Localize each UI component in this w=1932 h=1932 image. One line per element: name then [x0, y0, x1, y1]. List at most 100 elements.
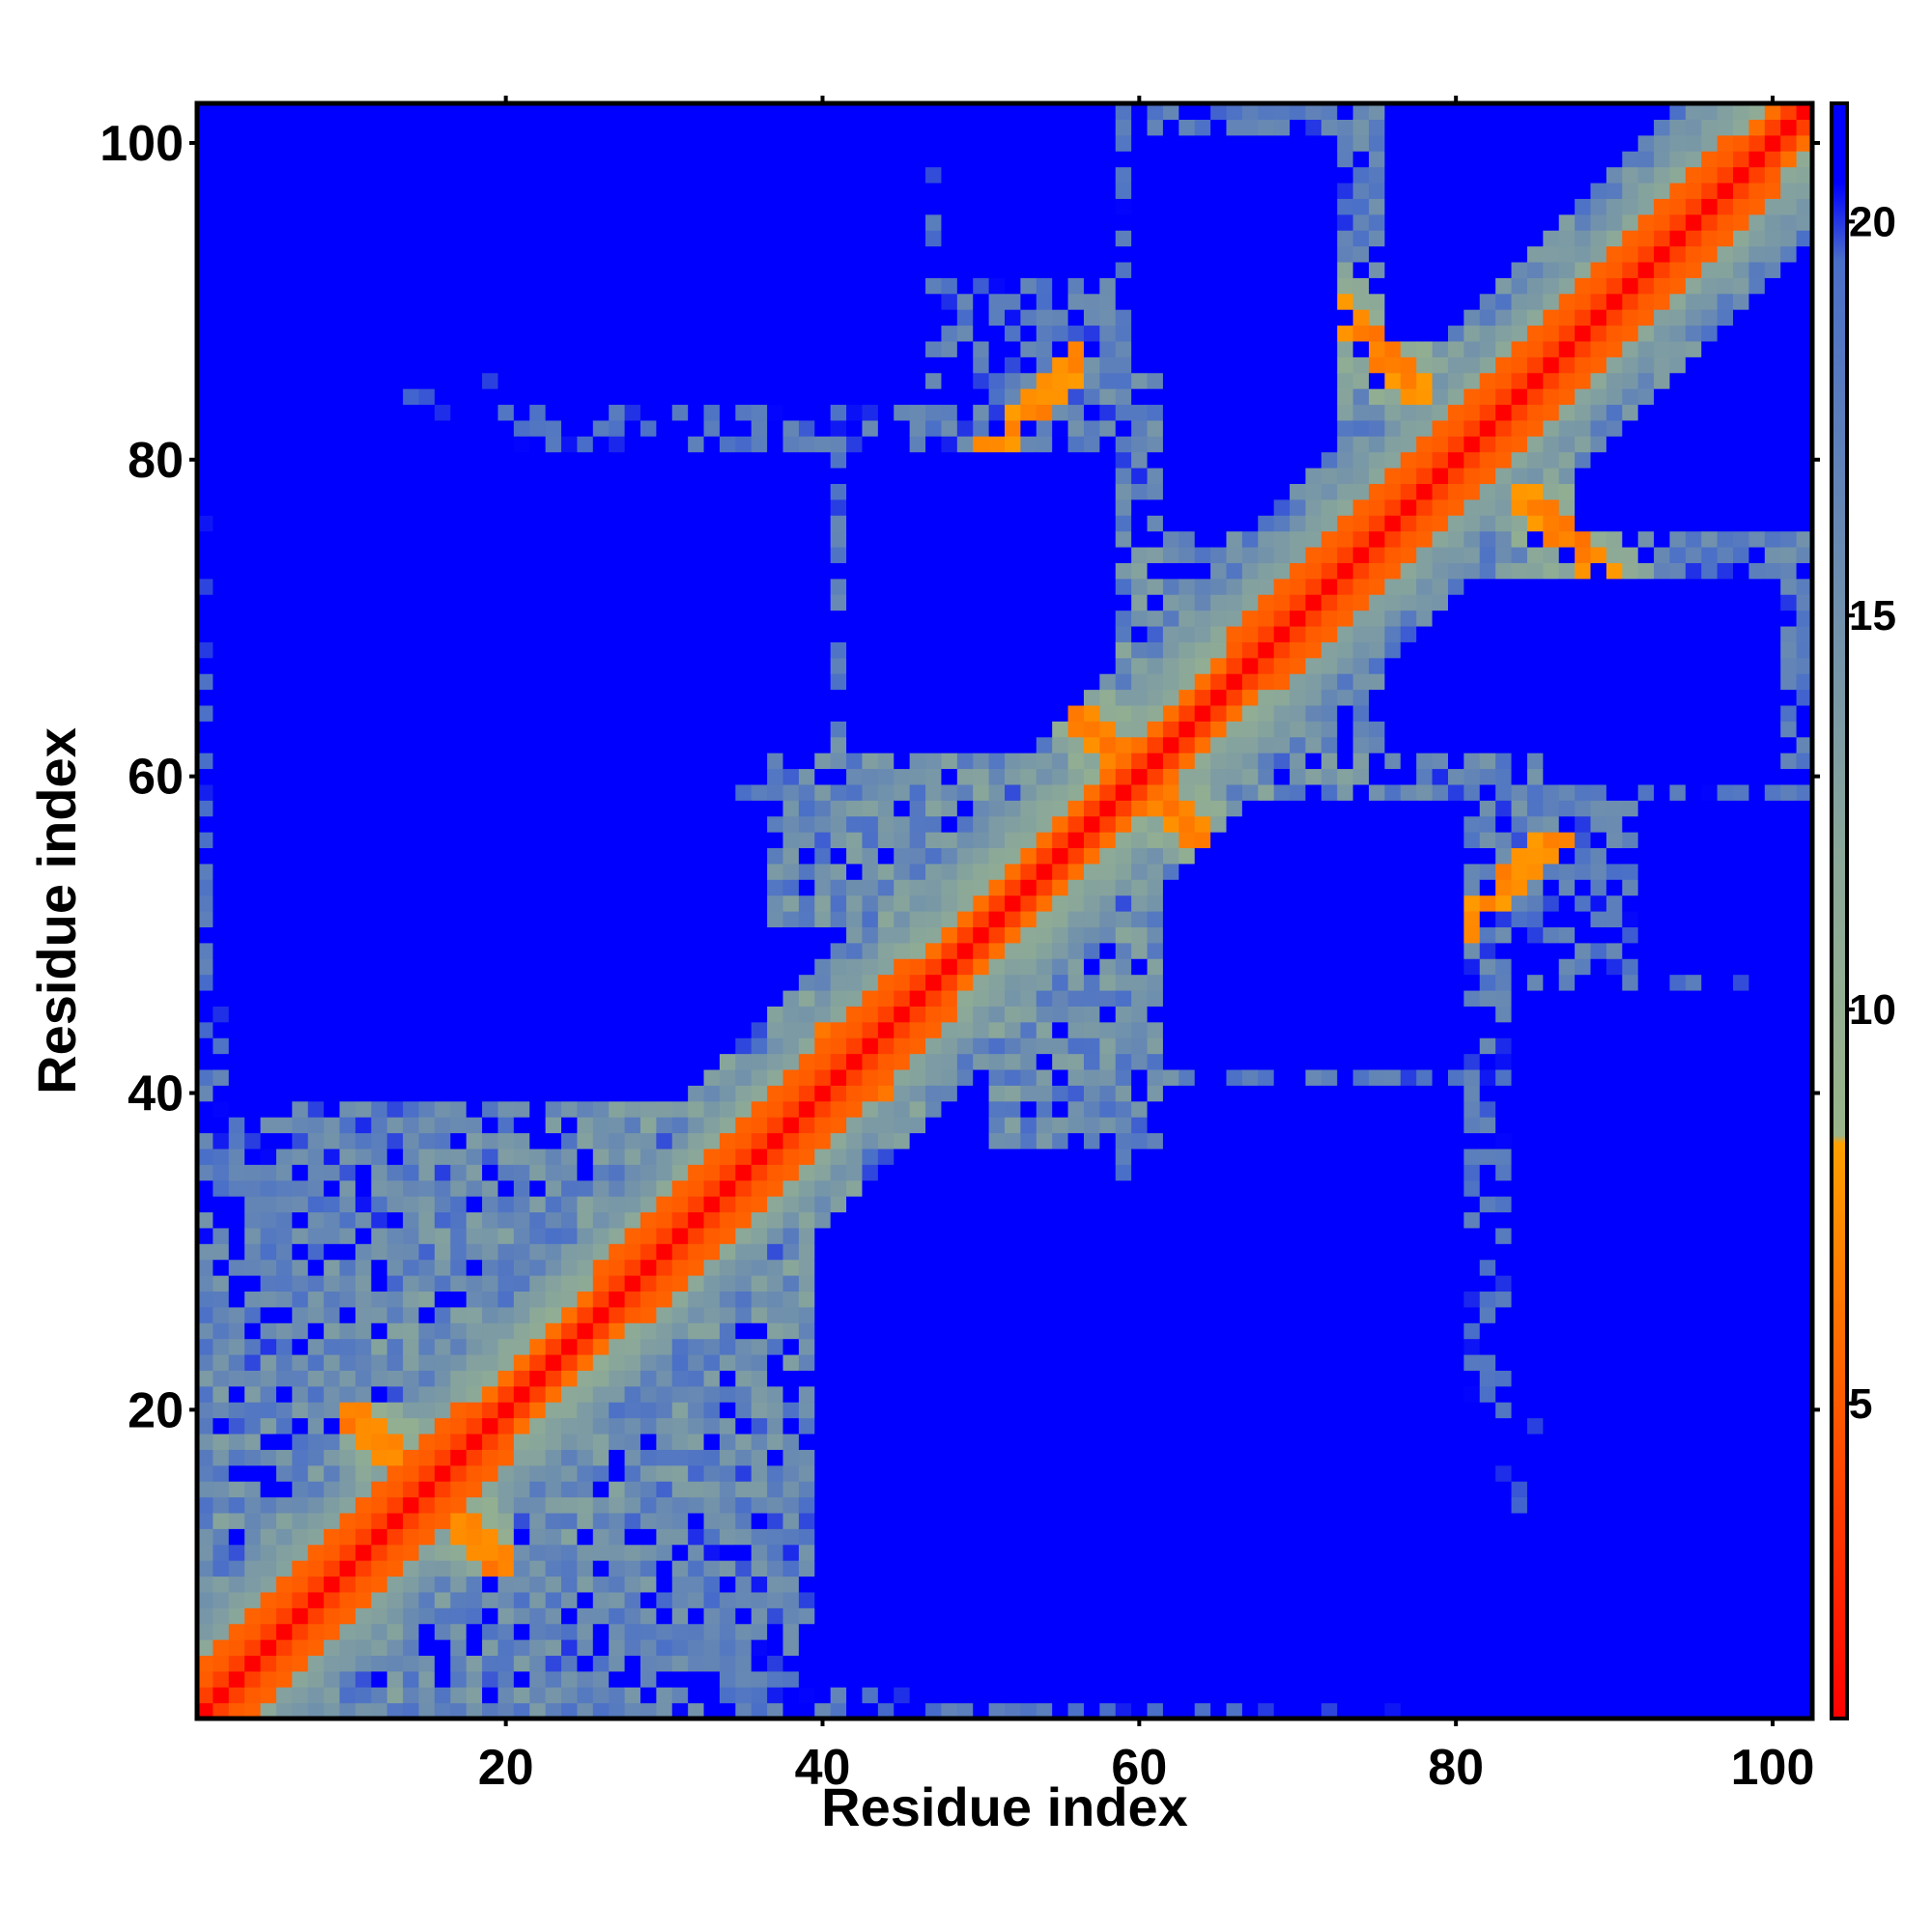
heatmap-cell	[260, 1623, 277, 1640]
heatmap-cell	[592, 436, 610, 453]
heatmap-cell	[418, 594, 436, 611]
heatmap-cell	[403, 1259, 420, 1276]
heatmap-cell	[529, 119, 547, 136]
heatmap-cell	[609, 989, 626, 1007]
heatmap-cell	[244, 1402, 262, 1419]
heatmap-cell	[719, 1481, 736, 1498]
heatmap-cell	[324, 641, 341, 659]
heatmap-cell	[513, 325, 530, 342]
heatmap-cell	[814, 895, 832, 912]
heatmap-cell	[782, 182, 800, 199]
heatmap-cell	[941, 1402, 958, 1419]
heatmap-cell	[197, 1385, 213, 1403]
heatmap-cell	[482, 1196, 499, 1213]
heatmap-cell	[877, 1164, 895, 1181]
heatmap-cell	[482, 230, 499, 247]
heatmap-cell	[561, 213, 579, 231]
heatmap-cell	[561, 1687, 579, 1704]
heatmap-cell	[482, 1639, 499, 1657]
heatmap-cell	[577, 230, 594, 247]
heatmap-cell	[956, 245, 974, 263]
heatmap-cell	[814, 261, 832, 278]
heatmap-cell	[671, 1275, 689, 1293]
heatmap-cell	[561, 436, 579, 453]
heatmap-cell	[324, 1655, 341, 1672]
heatmap-cell	[324, 230, 341, 247]
heatmap-cell	[894, 293, 911, 310]
heatmap-cell	[577, 689, 594, 706]
heatmap-cell	[545, 151, 562, 168]
heatmap-cell	[386, 1370, 404, 1387]
heatmap-cell	[767, 1227, 784, 1244]
heatmap-cell	[941, 815, 958, 833]
heatmap-cell	[782, 1306, 800, 1323]
heatmap-cell	[656, 483, 673, 500]
heatmap-cell	[513, 166, 530, 184]
heatmap-cell	[545, 436, 562, 453]
heatmap-cell	[529, 1259, 547, 1276]
heatmap-cell	[434, 1623, 451, 1640]
heatmap-cell	[925, 468, 943, 485]
heatmap-cell	[339, 926, 356, 944]
heatmap-cell	[671, 895, 689, 912]
heatmap-cell	[497, 641, 515, 659]
heatmap-cell	[450, 1338, 468, 1355]
heatmap-cell	[339, 451, 356, 469]
heatmap-cell	[529, 1702, 547, 1719]
heatmap-cell	[466, 151, 483, 168]
heatmap-cell	[671, 198, 689, 215]
heatmap-cell	[751, 1021, 768, 1038]
heatmap-cell	[386, 1243, 404, 1261]
heatmap-cell	[244, 134, 262, 152]
heatmap-cell	[339, 1655, 356, 1672]
heatmap-cell	[244, 753, 262, 770]
heatmap-cell	[213, 1338, 230, 1355]
heatmap-cell	[767, 498, 784, 516]
heatmap-cell	[275, 213, 293, 231]
heatmap-cell	[513, 515, 530, 532]
heatmap-cell	[624, 419, 641, 437]
heatmap-cell	[434, 1687, 451, 1704]
heatmap-cell	[197, 1433, 213, 1450]
heatmap-cell	[894, 689, 911, 706]
heatmap-cell	[244, 1306, 262, 1323]
heatmap-cell	[830, 1291, 847, 1308]
heatmap-cell	[418, 1702, 436, 1719]
heatmap-cell	[513, 1687, 530, 1704]
heatmap-cell	[386, 768, 404, 785]
heatmap-cell	[639, 1417, 657, 1435]
heatmap-cell	[466, 783, 483, 801]
heatmap-cell	[307, 974, 325, 991]
heatmap-cell	[228, 1607, 245, 1625]
heatmap-cell	[941, 641, 958, 659]
heatmap-cell	[624, 1021, 641, 1038]
heatmap-cell	[529, 388, 547, 406]
heatmap-cell	[846, 1196, 864, 1213]
heatmap-cell	[529, 911, 547, 927]
heatmap-cell	[292, 832, 309, 849]
heatmap-cell	[830, 515, 847, 532]
heatmap-cell	[418, 356, 436, 374]
heatmap-cell	[877, 1306, 895, 1323]
heatmap-cell	[735, 1196, 753, 1213]
heatmap-cell	[814, 245, 832, 263]
heatmap-cell	[656, 625, 673, 642]
heatmap-cell	[466, 847, 483, 865]
heatmap-cell	[403, 530, 420, 548]
heatmap-cell	[814, 1639, 832, 1657]
heatmap-cell	[497, 1053, 515, 1070]
heatmap-cell	[545, 1243, 562, 1261]
heatmap-cell	[577, 1021, 594, 1038]
heatmap-cell	[925, 1085, 943, 1102]
heatmap-cell	[830, 340, 847, 357]
heatmap-cell	[830, 1148, 847, 1165]
heatmap-cell	[688, 958, 705, 976]
heatmap-cell	[846, 1179, 864, 1197]
heatmap-cell	[798, 1068, 815, 1086]
heatmap-cell	[767, 958, 784, 976]
heatmap-cell	[197, 863, 213, 880]
heatmap-cell	[894, 610, 911, 627]
heatmap-cell	[513, 721, 530, 738]
heatmap-cell	[418, 1496, 436, 1514]
heatmap-cell	[862, 1433, 879, 1450]
